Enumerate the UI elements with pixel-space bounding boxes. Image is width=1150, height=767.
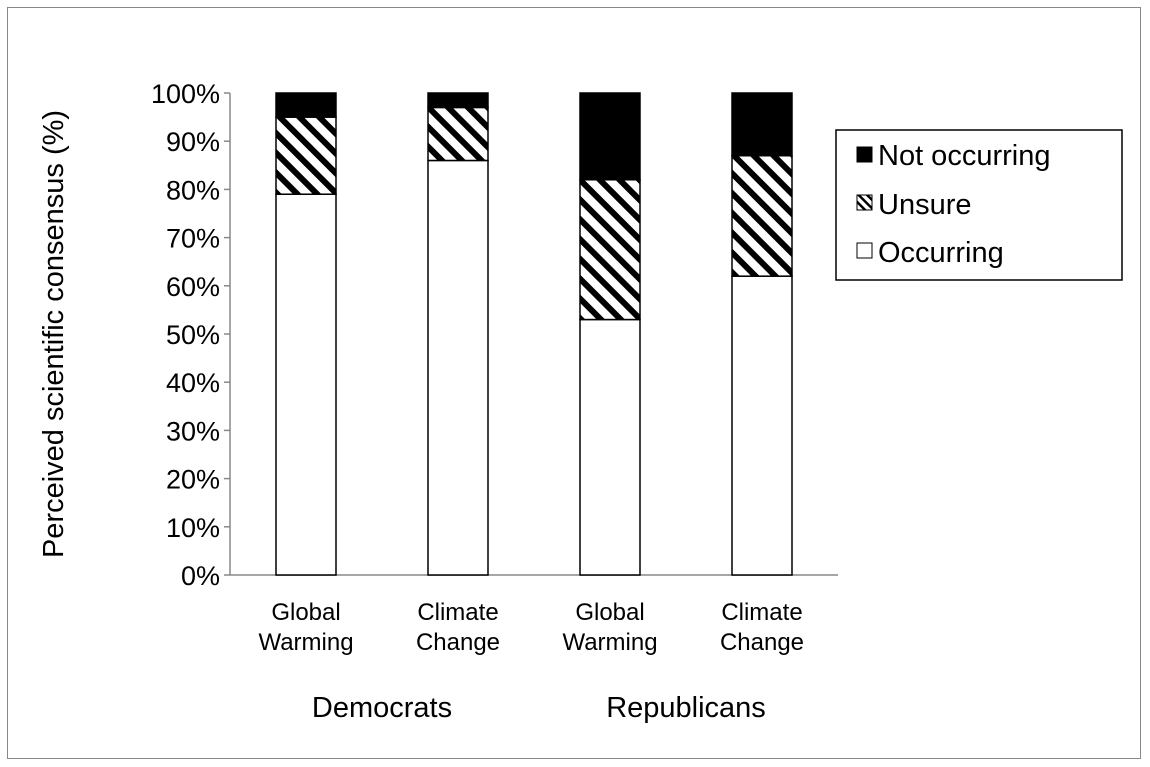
bar-segment-unsure bbox=[427, 106, 489, 162]
bar-segment-unsure bbox=[275, 116, 337, 195]
x-category-label: Change bbox=[720, 629, 804, 656]
legend-label-unsure: Unsure bbox=[878, 189, 972, 221]
bar-segment-unsure bbox=[731, 154, 793, 277]
bar-segment-not-occurring bbox=[731, 92, 793, 157]
bar-segment-occurring bbox=[427, 159, 489, 576]
bars bbox=[275, 92, 793, 576]
x-category-label: Change bbox=[416, 629, 500, 656]
x-group-label: Republicans bbox=[606, 692, 766, 724]
x-category-label: Global bbox=[271, 599, 340, 626]
y-axis-tick-labels: 0% 10% 20% 30% 40% 50% 60% 70% 80% 90% 100% bbox=[151, 79, 220, 591]
bar-segment-occurring bbox=[275, 193, 337, 576]
legend: Not occurring Unsure Occurring bbox=[835, 129, 1123, 281]
legend-swatch-not-occurring bbox=[856, 146, 873, 163]
x-category-label: Warming bbox=[258, 629, 353, 656]
x-category-label: Global bbox=[575, 599, 644, 626]
bar-segment-unsure bbox=[579, 179, 641, 321]
y-tick-label: 20% bbox=[166, 465, 220, 495]
x-group-label: Democrats bbox=[312, 692, 452, 724]
bar-segment-not-occurring bbox=[275, 92, 337, 118]
y-tick-label: 90% bbox=[166, 127, 220, 157]
y-tick-label: 30% bbox=[166, 416, 220, 446]
y-tick-label: 50% bbox=[166, 320, 220, 350]
legend-label-occurring: Occurring bbox=[878, 237, 1004, 269]
x-category-label: Climate bbox=[721, 599, 802, 626]
legend-label-not-occurring: Not occurring bbox=[878, 140, 1050, 172]
y-tick-label: 10% bbox=[166, 513, 220, 543]
y-tick-label: 80% bbox=[166, 175, 220, 205]
y-tick-label: 100% bbox=[151, 79, 220, 109]
y-axis-title: Perceived scientific consensus (%) bbox=[38, 110, 70, 558]
legend-box bbox=[835, 129, 1123, 281]
y-tick-label: 70% bbox=[166, 224, 220, 254]
y-tick-label: 40% bbox=[166, 368, 220, 398]
y-tick-label: 0% bbox=[181, 561, 220, 591]
x-axis-category-labels: Global Warming Climate Change Global Warming C… bbox=[258, 599, 804, 656]
legend-swatch-unsure bbox=[856, 194, 873, 211]
bar-segment-not-occurring bbox=[427, 92, 489, 109]
y-tick-label: 60% bbox=[166, 272, 220, 302]
bar-segment-occurring bbox=[731, 275, 793, 576]
legend-swatch-occurring bbox=[856, 242, 873, 259]
x-category-label: Warming bbox=[562, 629, 657, 656]
x-category-label: Climate bbox=[417, 599, 498, 626]
bar-segment-not-occurring bbox=[579, 92, 641, 181]
bar-segment-occurring bbox=[579, 318, 641, 576]
x-axis-group-labels: Democrats Republicans bbox=[312, 692, 766, 724]
